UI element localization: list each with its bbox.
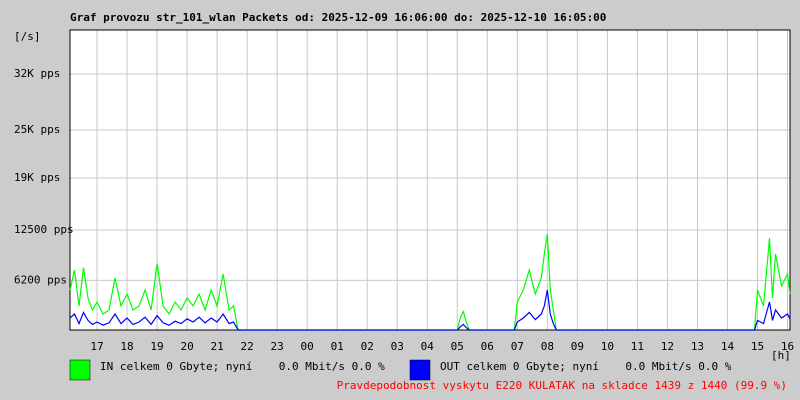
chart-title: Graf provozu str_101_wlan Packets od: 20… <box>70 11 606 24</box>
y-axis-label: [/s] <box>14 30 41 43</box>
x-tick-label: 05 <box>451 340 464 353</box>
annotation: Pravdepodobnost vyskytu E220 KULATAK na … <box>337 379 787 392</box>
legend-label: OUT celkem 0 Gbyte; nyní 0.0 Mbit/s 0.0 … <box>440 360 732 373</box>
x-tick-label: 23 <box>271 340 284 353</box>
x-tick-label: 07 <box>511 340 524 353</box>
legend-swatch <box>409 359 431 381</box>
x-tick-label: 11 <box>631 340 644 353</box>
x-tick-label: 04 <box>421 340 435 353</box>
y-tick-label: 25K pps <box>14 123 60 136</box>
y-tick-label: 19K pps <box>14 171 60 184</box>
x-axis-label: [h] <box>771 349 791 362</box>
y-tick-label: 32K pps <box>14 67 60 80</box>
x-tick-label: 08 <box>541 340 554 353</box>
x-tick-label: 22 <box>241 340 254 353</box>
x-tick-label: 14 <box>721 340 735 353</box>
x-tick-label: 09 <box>571 340 584 353</box>
x-tick-label: 19 <box>150 340 163 353</box>
x-tick-label: 15 <box>751 340 764 353</box>
x-tick-label: 18 <box>120 340 133 353</box>
x-tick-label: 06 <box>481 340 494 353</box>
x-tick-label: 17 <box>90 340 103 353</box>
y-tick-label: 12500 pps <box>14 223 74 236</box>
x-tick-label: 13 <box>691 340 704 353</box>
legend-swatch <box>69 359 91 381</box>
x-tick-label: 20 <box>180 340 193 353</box>
x-tick-label: 00 <box>301 340 314 353</box>
series-line <box>69 289 791 331</box>
x-tick-label: 12 <box>661 340 674 353</box>
x-tick-label: 01 <box>331 340 344 353</box>
series-line <box>69 233 791 331</box>
x-tick-label: 21 <box>210 340 223 353</box>
x-tick-label: 16 <box>781 340 794 353</box>
plot-area <box>70 30 790 330</box>
x-tick-label: 02 <box>361 340 374 353</box>
y-tick-label: 6200 pps <box>14 273 67 286</box>
x-tick-label: 03 <box>391 340 404 353</box>
legend-label: IN celkem 0 Gbyte; nyní 0.0 Mbit/s 0.0 % <box>100 360 385 373</box>
x-tick-label: 10 <box>601 340 614 353</box>
